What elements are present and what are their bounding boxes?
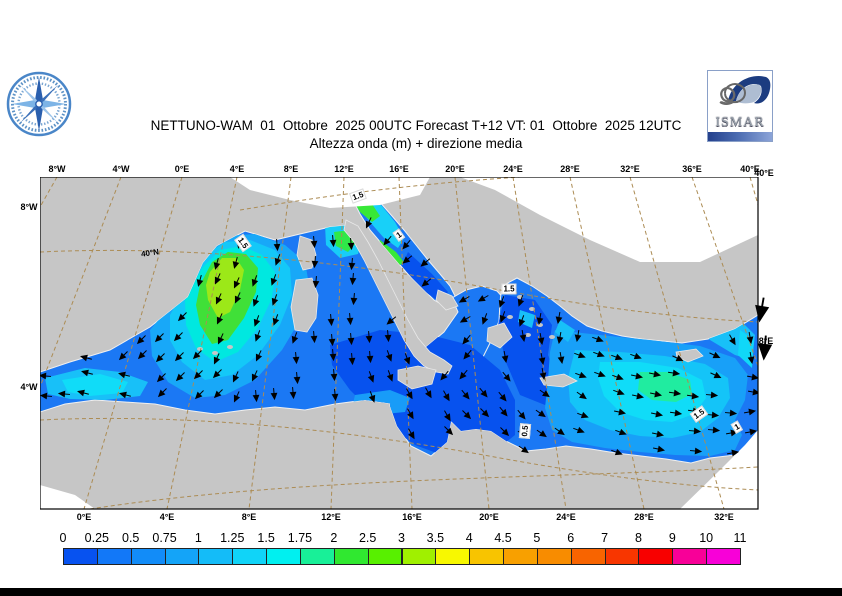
axis-tick: 24°E [556, 512, 576, 522]
colorbar-cell [299, 548, 335, 565]
map-title: NETTUNO-WAM 01 Ottobre 2025 00UTC Foreca… [150, 118, 682, 133]
colorbar-cell [469, 548, 505, 565]
colorbar-cell [198, 548, 234, 565]
map-subtitle: Altezza onda (m) + direzione media [309, 136, 523, 151]
axis-tick: 4°W [112, 164, 130, 174]
axis-tick: 32°E [714, 512, 734, 522]
axis-tick: 12°E [321, 512, 341, 522]
axis-tick: 28°E [634, 512, 654, 522]
colorbar-label: 8 [634, 531, 642, 545]
colorbar-label: 0 [59, 531, 67, 545]
axis-tick: 20°E [445, 164, 465, 174]
colorbar-cell [164, 548, 200, 565]
colorbar-label: 4 [465, 531, 473, 545]
colorbar-cell [130, 548, 166, 565]
axis-tick: 4°W [20, 382, 38, 392]
axis-tick: 8°E [241, 512, 257, 522]
colorbar-label: 2 [330, 531, 338, 545]
colorbar-label: 3 [398, 531, 405, 545]
colorbar-label: 1.75 [287, 531, 313, 545]
colorbar-cell [232, 548, 268, 565]
axis-tick: 16°E [389, 164, 409, 174]
colorbar-label: 2.5 [358, 531, 377, 545]
axis-tick: 40°E [740, 164, 760, 174]
colorbar-label: 9 [668, 531, 676, 545]
colorbar-cell [266, 548, 301, 565]
colorbar-cell [333, 548, 369, 565]
axis-tick: 8°E [283, 164, 299, 174]
colorbar-cell [638, 548, 674, 565]
colorbar-cell [570, 548, 606, 565]
axis-tick: 32°E [620, 164, 640, 174]
axis-tick: 12°E [334, 164, 354, 174]
contour-label: 1.5 [501, 283, 517, 295]
colorbar-label: 0.5 [121, 531, 140, 545]
colorbar-label: 7 [601, 531, 609, 545]
colorbar-label: 11 [733, 531, 747, 545]
colorbar-cell [503, 548, 538, 565]
ismar-logo: ISMAR [707, 70, 773, 142]
colorbar-cell [604, 548, 640, 565]
colorbar-label: 5 [533, 531, 541, 545]
contour-label: 0.5 [518, 422, 532, 440]
wave-icon [719, 76, 771, 105]
colorbar-label: 3.5 [426, 531, 445, 545]
colorbar-cell [367, 548, 403, 565]
colorbar-label: 0.25 [84, 531, 110, 545]
colorbar-label: 1.5 [257, 531, 275, 545]
axis-tick: 20°E [479, 512, 499, 522]
axis-tick: 28°E [560, 164, 580, 174]
colorbar-label: 1 [194, 531, 202, 545]
axis-tick: 0°E [76, 512, 92, 522]
ismar-logo-bar [708, 132, 772, 141]
axis-tick: 8°E [758, 336, 774, 346]
colorbar-cell [401, 548, 437, 565]
colorbar-label: 4.5 [494, 531, 512, 545]
colorbar-cell [672, 548, 708, 565]
axis-tick: 8°W [48, 164, 66, 174]
colorbar-cell [706, 548, 741, 565]
mediterranean-wave-map [40, 177, 773, 510]
axis-tick: 4°E [159, 512, 175, 522]
colorbar-cell [536, 548, 572, 565]
colorbar-cell [63, 548, 98, 565]
axis-tick: 0°E [174, 164, 190, 174]
air-force-seal-logo [6, 71, 72, 137]
axis-tick: 16°E [402, 512, 422, 522]
axis-tick: 36°E [682, 164, 702, 174]
colorbar-cell [435, 548, 471, 565]
bottom-black-bar [0, 588, 842, 596]
compass-rose-icon [6, 71, 72, 137]
colorbar-cell [96, 548, 132, 565]
axis-tick: 40°E [754, 168, 774, 178]
axis-tick: 24°E [503, 164, 523, 174]
colorbar-label: 1.25 [220, 531, 245, 545]
axis-tick: 4°E [229, 164, 245, 174]
colorbar-label: 6 [567, 531, 575, 545]
colorbar-label: 0.75 [152, 531, 177, 545]
axis-tick: 8°W [20, 202, 38, 212]
colorbar-label: 10 [699, 531, 714, 545]
header: NETTUNO-WAM 01 Ottobre 2025 00UTC Foreca… [80, 118, 752, 151]
ismar-logo-text: ISMAR [715, 115, 765, 130]
